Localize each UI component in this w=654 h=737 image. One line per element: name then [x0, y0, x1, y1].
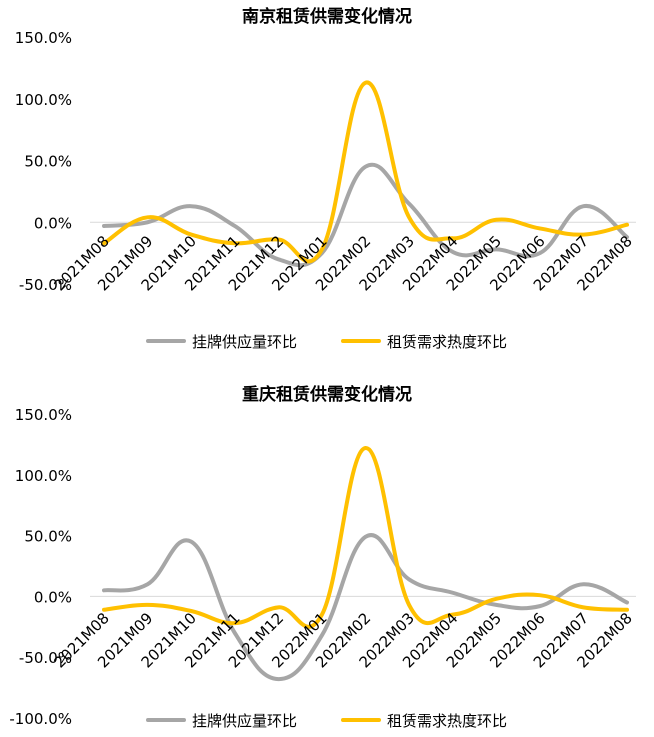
series-line-demand — [102, 446, 629, 629]
y-tick-label: 150.0% — [15, 406, 72, 424]
y-tick-label: 50.0% — [24, 528, 72, 546]
legend-label: 租赁需求热度环比 — [387, 712, 507, 730]
legend-label: 挂牌供应量环比 — [192, 712, 297, 730]
chart-title: 重庆租赁供需变化情况 — [242, 384, 412, 405]
series-line-supply — [102, 533, 629, 682]
y-tick-label: -50.0% — [19, 649, 72, 667]
chart-chongqing: 重庆租赁供需变化情况 150.0% 100.0% 50.0% 0.0% -50.0% -10… — [9, 384, 636, 730]
y-tick-label: -50.0% — [19, 276, 72, 294]
y-tick-label: 0.0% — [34, 214, 72, 232]
series-line-demand — [102, 80, 629, 264]
y-tick-label: 100.0% — [15, 467, 72, 485]
y-tick-label: 50.0% — [24, 153, 72, 171]
legend-label: 租赁需求热度环比 — [387, 333, 507, 351]
y-tick-label: 100.0% — [15, 91, 72, 109]
series-line-supply — [102, 162, 629, 268]
y-tick-label: 150.0% — [15, 29, 72, 47]
chart-title: 南京租赁供需变化情况 — [242, 6, 412, 27]
y-tick-label: 0.0% — [34, 588, 72, 606]
chart-nanjing: 南京租赁供需变化情况150.0%100.0%50.0%0.0%-50.0%202… — [15, 6, 636, 351]
y-tick-label: -100.0% — [9, 710, 72, 728]
legend-label: 挂牌供应量环比 — [192, 333, 297, 351]
